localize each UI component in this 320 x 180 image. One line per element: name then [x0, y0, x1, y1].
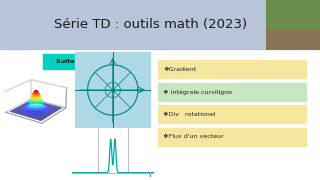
- Text: Suite   Ex 3 et 4: Suite Ex 3 et 4: [56, 59, 112, 64]
- Bar: [158, 83, 306, 101]
- Bar: [266, 28, 320, 50]
- Text: ❖Flux d'un vecteur: ❖Flux d'un vecteur: [163, 134, 224, 139]
- Bar: [0, 0, 320, 49]
- Text: Série TD : outils math (2023): Série TD : outils math (2023): [54, 18, 247, 31]
- Text: ❖ Intégrale curviligne: ❖ Intégrale curviligne: [163, 89, 232, 94]
- Text: ❖Div   rotationel: ❖Div rotationel: [163, 112, 216, 117]
- Bar: [158, 128, 306, 146]
- Bar: [266, 0, 320, 28]
- Bar: [158, 60, 306, 78]
- Text: ❖Gradient: ❖Gradient: [163, 67, 196, 72]
- Bar: [43, 54, 125, 69]
- Bar: [158, 105, 306, 123]
- Text: x: x: [149, 173, 152, 178]
